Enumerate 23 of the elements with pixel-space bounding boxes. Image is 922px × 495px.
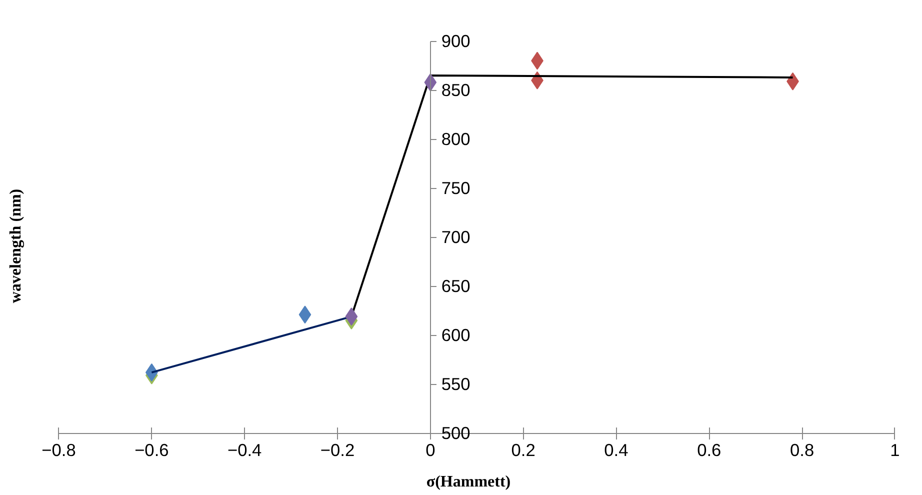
x-tick-label: −0.2: [320, 440, 355, 460]
y-tick-label: 650: [441, 276, 470, 296]
x-tick-label: 0.2: [511, 440, 536, 460]
y-tick-label: 850: [441, 80, 470, 100]
x-tick-label: 1: [890, 440, 900, 460]
y-tick-label: 800: [441, 129, 470, 150]
x-tick-label: 0: [426, 440, 436, 460]
x-axis-title: σ(Hammett): [426, 474, 511, 490]
x-tick-label: −0.4: [227, 440, 262, 460]
point: [298, 306, 312, 324]
x-tick-label: 0.6: [697, 440, 722, 460]
y-tick-label: 700: [441, 227, 470, 248]
x-tick-label: −0.6: [134, 440, 169, 460]
point: [345, 308, 358, 326]
x-tick-label: 0.4: [604, 440, 629, 460]
x-tick-label: 0.8: [790, 440, 814, 460]
y-tick-label: 550: [441, 374, 470, 394]
y-tick-label: 750: [441, 178, 470, 198]
y-axis-title: wavelength (nm): [8, 188, 24, 304]
x-tick-label: −0.8: [42, 440, 76, 460]
y-tick-label: 600: [441, 325, 470, 346]
y-tick-label: 900: [441, 31, 470, 52]
y-tick-label: 500: [441, 423, 470, 444]
